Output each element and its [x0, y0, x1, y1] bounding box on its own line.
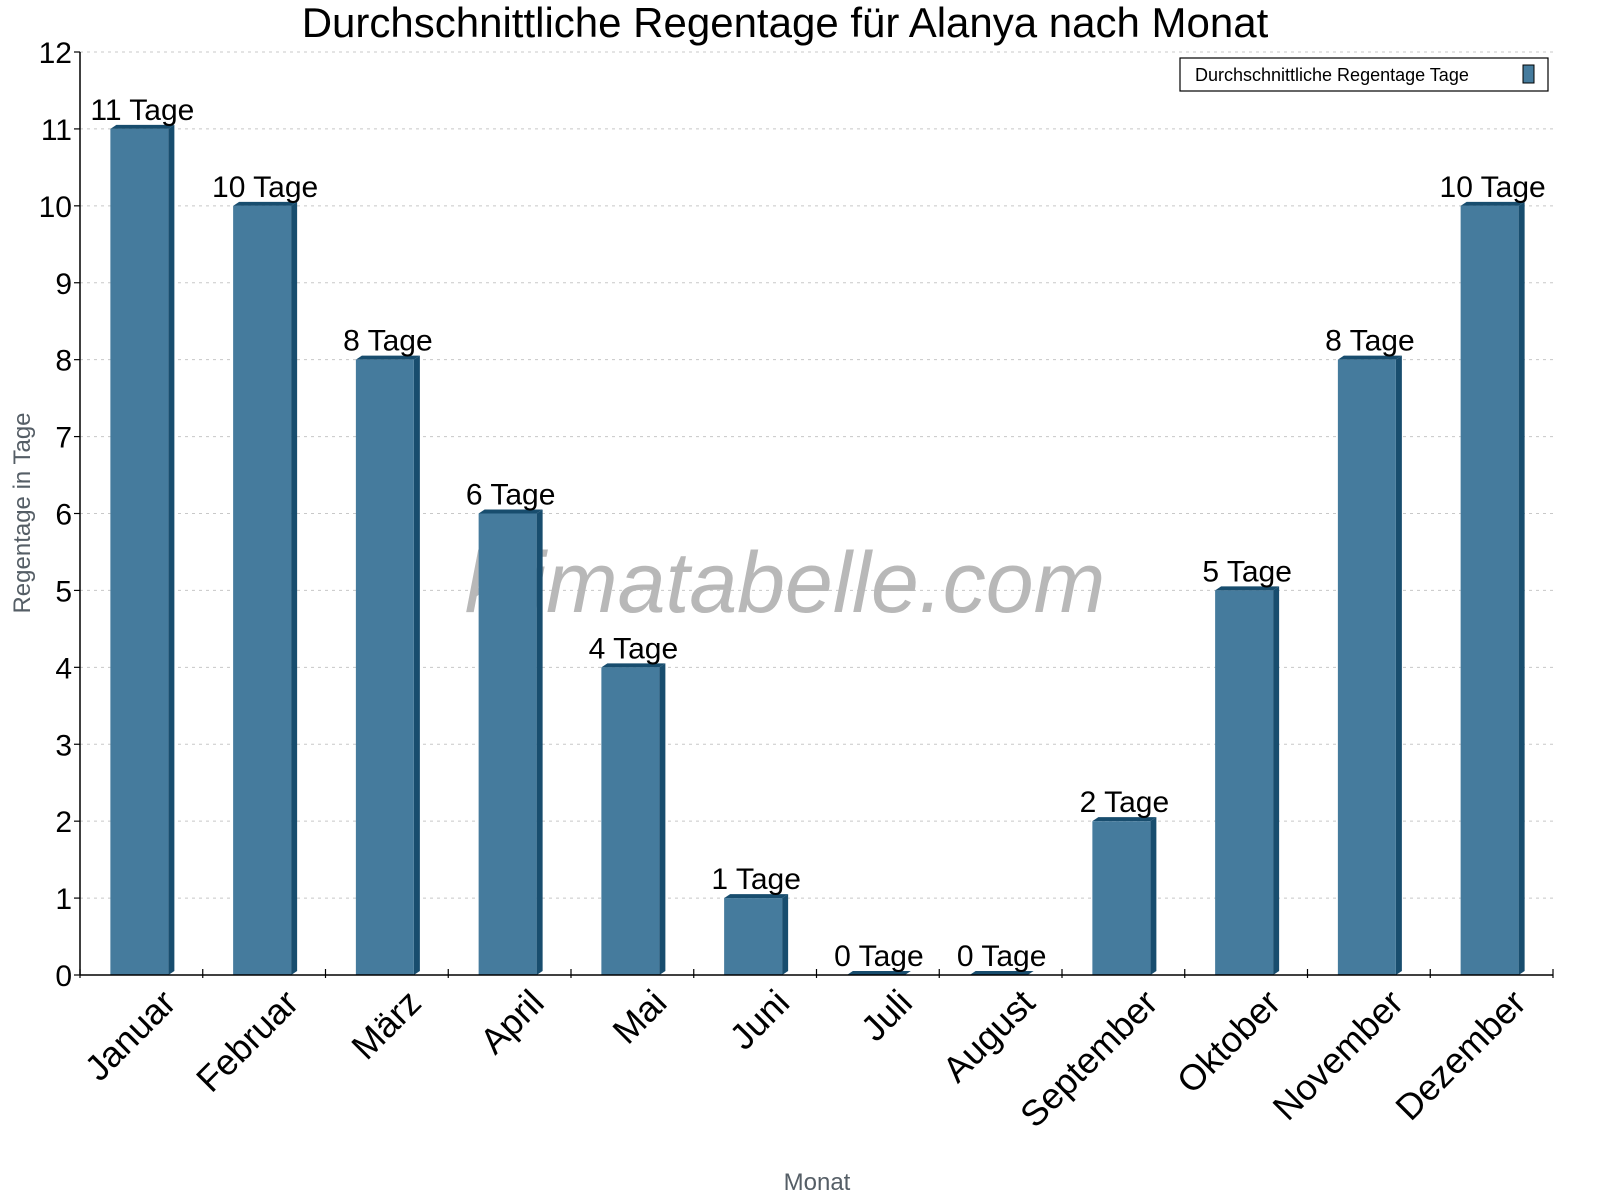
- bar-front: [355, 359, 414, 976]
- bar-side: [168, 124, 175, 975]
- y-tick-label: 10: [39, 191, 72, 224]
- bar-dezember: 10 Tage: [1440, 171, 1546, 976]
- bar-side: [1150, 817, 1157, 975]
- bar-top: [846, 971, 911, 975]
- bar-juli: 0 Tage: [834, 940, 924, 975]
- bar-front: [1337, 359, 1396, 976]
- legend-box: [1179, 57, 1549, 92]
- bar-front: [478, 513, 537, 975]
- bar-oktober: 5 Tage: [1202, 555, 1292, 975]
- x-tick-label: März: [343, 982, 429, 1068]
- x-tick-label: Mai: [604, 982, 674, 1052]
- x-axis-ticks: Januar Februar März April Mai Juni Juli AugustS…: [77, 969, 1554, 1135]
- x-tick-label: Dezember: [1387, 982, 1533, 1128]
- bar-front: [1215, 590, 1274, 975]
- bar-front: [724, 898, 783, 975]
- bar-top: [1337, 355, 1402, 360]
- legend-swatch: [1522, 64, 1535, 84]
- bar-side: [782, 894, 789, 975]
- grid-lines: [80, 51, 1553, 899]
- x-tick-label: Februar: [188, 982, 306, 1100]
- bar-side: [413, 355, 420, 976]
- bar-side: [536, 509, 543, 975]
- y-tick-label: 12: [39, 37, 72, 70]
- bar-top: [233, 201, 298, 206]
- x-tick-label: August: [934, 982, 1042, 1090]
- data-label: 8 Tage: [343, 325, 433, 358]
- bar-august: 0 Tage: [957, 940, 1047, 975]
- watermark-text: klimatabelle.com: [465, 535, 1105, 631]
- bar-top: [1215, 586, 1280, 591]
- data-label: 0 Tage: [834, 940, 924, 973]
- bar-top: [110, 124, 175, 129]
- chart-title: Durchschnittliche Regentage für Alanya n…: [302, 0, 1269, 46]
- y-tick-label: 1: [55, 883, 72, 916]
- bar-side: [1518, 201, 1525, 976]
- bar-top: [1460, 201, 1525, 206]
- y-tick-label: 2: [55, 806, 72, 839]
- data-label: 8 Tage: [1325, 325, 1415, 358]
- data-label: 10 Tage: [1440, 171, 1546, 204]
- y-tick-label: 11: [41, 114, 72, 147]
- x-tick-label: November: [1264, 982, 1410, 1128]
- bar-top: [478, 509, 543, 514]
- watermark: klimatabelle.com: [465, 535, 1105, 631]
- bar-januar: 11 Tage: [90, 94, 194, 975]
- bar-side: [1273, 586, 1280, 975]
- bar-top: [355, 355, 420, 360]
- y-tick-label: 5: [55, 575, 72, 608]
- data-label: 10 Tage: [212, 171, 318, 204]
- y-tick-label: 0: [55, 960, 72, 993]
- legend-label: Durchschnittliche Regentage Tage: [1195, 65, 1469, 85]
- data-label: 2 Tage: [1080, 786, 1170, 819]
- bar-mai: 4 Tage: [589, 632, 679, 975]
- x-axis-label: Monat: [784, 1169, 851, 1196]
- x-tick-label: Januar: [77, 982, 184, 1089]
- y-axis-label: Regentage in Tage: [9, 412, 36, 613]
- x-tick-label: Oktober: [1169, 982, 1289, 1102]
- data-label: 5 Tage: [1202, 555, 1292, 588]
- bars: 11 Tage 10 Tage 8 Tage 6 Tage 4 Tage 1 Tage 0 …: [90, 94, 1546, 976]
- y-tick-label: 3: [55, 729, 72, 762]
- y-tick-label: 7: [55, 422, 72, 455]
- bar-side: [1395, 355, 1402, 976]
- x-tick-label: April: [472, 982, 552, 1062]
- bar-top: [601, 663, 666, 668]
- bar-april: 6 Tage: [466, 479, 556, 975]
- bar-märz: 8 Tage: [343, 325, 433, 976]
- bar-front: [1460, 205, 1519, 976]
- bar-front: [601, 667, 660, 975]
- x-tick-label: Juli: [853, 982, 920, 1049]
- legend: Durchschnittliche Regentage Tage: [1179, 57, 1549, 92]
- y-tick-label: 4: [55, 652, 72, 685]
- bar-front: [110, 128, 169, 975]
- bar-side: [291, 201, 298, 976]
- y-tick-label: 9: [55, 268, 72, 301]
- bar-side: [659, 663, 666, 975]
- bar-top: [724, 894, 789, 899]
- bar-top: [969, 971, 1034, 975]
- data-label: 1 Tage: [711, 863, 801, 896]
- bar-juni: 1 Tage: [711, 863, 801, 975]
- data-label: 6 Tage: [466, 479, 556, 512]
- bar-front: [1092, 821, 1151, 975]
- bar-februar: 10 Tage: [212, 171, 318, 976]
- data-label: 4 Tage: [589, 632, 679, 665]
- bar-november: 8 Tage: [1325, 325, 1415, 976]
- y-tick-label: 6: [55, 499, 72, 532]
- data-label: 0 Tage: [957, 940, 1047, 973]
- data-label: 11 Tage: [90, 94, 194, 127]
- y-tick-label: 8: [55, 345, 72, 378]
- x-tick-label: Juni: [721, 982, 797, 1058]
- bar-top: [1092, 817, 1157, 822]
- bar-front: [233, 205, 292, 976]
- bar-september: 2 Tage: [1080, 786, 1170, 975]
